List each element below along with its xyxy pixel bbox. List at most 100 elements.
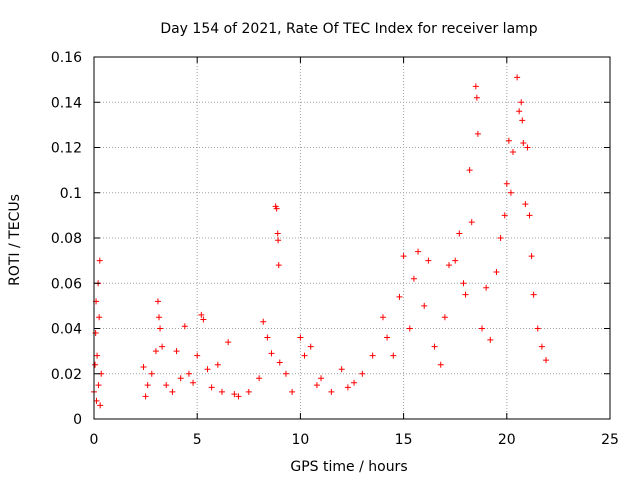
x-tick-label: 0 [90,432,99,448]
data-point [218,388,225,395]
grid-lines [94,57,610,419]
data-point [456,230,463,237]
x-tick-label: 25 [601,432,619,448]
data-point [94,352,101,359]
data-point [96,257,103,264]
data-point [97,402,104,409]
data-point [177,375,184,382]
data-point [507,189,514,196]
y-tick-label: 0 [73,412,82,428]
data-point [96,314,103,321]
data-point [538,343,545,350]
data-point [400,253,407,260]
data-point [379,314,386,321]
data-point [256,375,263,382]
data-point [273,205,280,212]
data-point [516,108,523,115]
data-point [225,339,232,346]
data-point [425,257,432,264]
data-point [518,99,525,106]
x-tick-label: 15 [395,432,413,448]
y-tick-label: 0.1 [60,186,82,202]
data-point [289,388,296,395]
data-point [528,253,535,260]
data-point [505,137,512,144]
data-point [437,361,444,368]
data-point [468,219,475,226]
data-point [214,361,221,368]
data-point [275,262,282,269]
data-point [487,336,494,343]
data-point [142,393,149,400]
data-point [157,325,164,332]
data-point [318,375,325,382]
data-point [519,117,526,124]
data-point [92,361,99,368]
data-point [163,382,170,389]
data-point [152,348,159,355]
data-point [369,352,376,359]
data-point [514,74,521,81]
y-tick-label: 0.12 [51,141,82,157]
data-point [307,343,314,350]
x-tick-label: 20 [498,432,516,448]
data-point [530,291,537,298]
data-point [509,149,516,156]
data-point [208,384,215,391]
data-point [473,94,480,101]
data-points [91,74,550,409]
data-point [359,370,366,377]
data-point [466,167,473,174]
data-point [235,393,242,400]
data-point [194,352,201,359]
y-tick-label: 0.14 [51,95,82,111]
x-tick-label: 10 [291,432,309,448]
data-point [169,388,176,395]
data-point [462,291,469,298]
data-point [181,323,188,330]
y-tick-label: 0.08 [51,231,82,247]
data-point [483,284,490,291]
data-point [351,379,358,386]
data-point [520,139,527,146]
data-point [204,366,211,373]
data-point [95,382,102,389]
data-point [474,130,481,137]
data-point [148,370,155,377]
y-tick-label: 0.04 [51,322,82,338]
data-point [185,370,192,377]
data-point [384,334,391,341]
data-point [275,237,282,244]
data-point [231,391,238,398]
data-point [415,248,422,255]
data-point [274,230,281,237]
data-point [479,325,486,332]
data-point [313,382,320,389]
data-point [260,318,267,325]
data-point [338,366,345,373]
data-point [524,144,531,151]
data-point [421,302,428,309]
data-point [159,343,166,350]
data-point [301,352,308,359]
data-point [410,275,417,282]
x-axis-label: GPS time / hours [290,459,407,475]
data-point [460,280,467,287]
data-point [493,268,500,275]
data-point [276,359,283,366]
data-point [441,314,448,321]
data-point [534,325,541,332]
chart-title: Day 154 of 2021, Rate Of TEC Index for r… [160,21,537,37]
data-point [501,212,508,219]
data-point [156,314,163,321]
data-point [446,262,453,269]
data-point [344,384,351,391]
axis-ticks: 0 0.02 0.04 0.06 0.08 0.1 0.12 0.14 0.16 0 5 10 15 20… [51,50,619,448]
y-tick-label: 0.06 [51,276,82,292]
data-point [328,388,335,395]
data-point [268,350,275,357]
data-point [200,316,207,323]
data-point [264,334,271,341]
data-point [190,379,197,386]
data-point [245,388,252,395]
